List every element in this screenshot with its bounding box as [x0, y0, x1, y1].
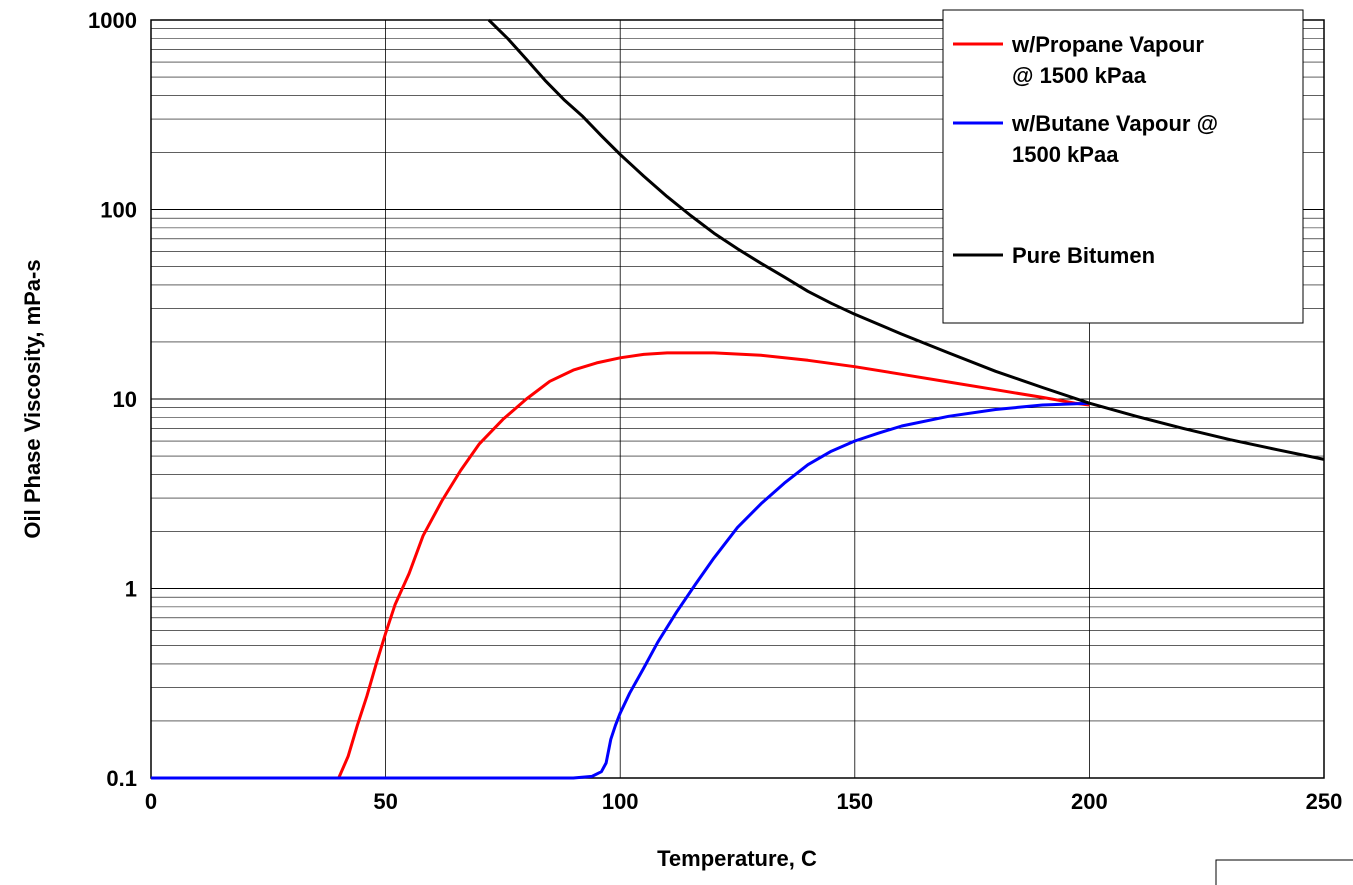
x-tick-label: 50	[373, 789, 397, 814]
x-tick-label: 100	[602, 789, 639, 814]
legend-label-2: 1500 kPaa	[1012, 142, 1119, 167]
legend-label-1: @ 1500 kPaa	[1012, 63, 1147, 88]
legend-label-3: Pure Bitumen	[1012, 243, 1155, 268]
plot-frame	[150, 19, 1325, 779]
corner-frame	[1215, 859, 1353, 885]
y-tick-labels: 0.1 1 10 100 1000	[88, 8, 137, 791]
series-line-2	[151, 401, 1090, 780]
y-tick-label: 0.1	[106, 766, 137, 791]
x-tick-label: 200	[1071, 789, 1108, 814]
x-tick-labels: 0 50 100 150 200 250	[145, 789, 1342, 814]
y-tick-label: 1	[125, 577, 137, 602]
legend-label-1: w/Propane Vapour	[1011, 32, 1204, 57]
series-line-1	[151, 351, 1090, 780]
y-axis-title: Oil Phase Viscosity, mPa-s	[20, 259, 45, 538]
series-line-3	[487, 18, 1325, 461]
x-tick-label: 0	[145, 789, 157, 814]
y-tick-label: 100	[100, 198, 137, 223]
legend-label-2: w/Butane Vapour @	[1011, 111, 1218, 136]
x-tick-label: 250	[1306, 789, 1343, 814]
series-lines	[151, 18, 1325, 780]
y-tick-label: 1000	[88, 8, 137, 33]
legend: w/Propane Vapour @ 1500 kPaa w/Butane Vapo…	[942, 9, 1304, 324]
x-axis-title: Temperature, C	[657, 846, 817, 871]
legend-box	[942, 9, 1304, 324]
x-tick-label: 150	[836, 789, 873, 814]
y-tick-label: 10	[113, 387, 137, 412]
